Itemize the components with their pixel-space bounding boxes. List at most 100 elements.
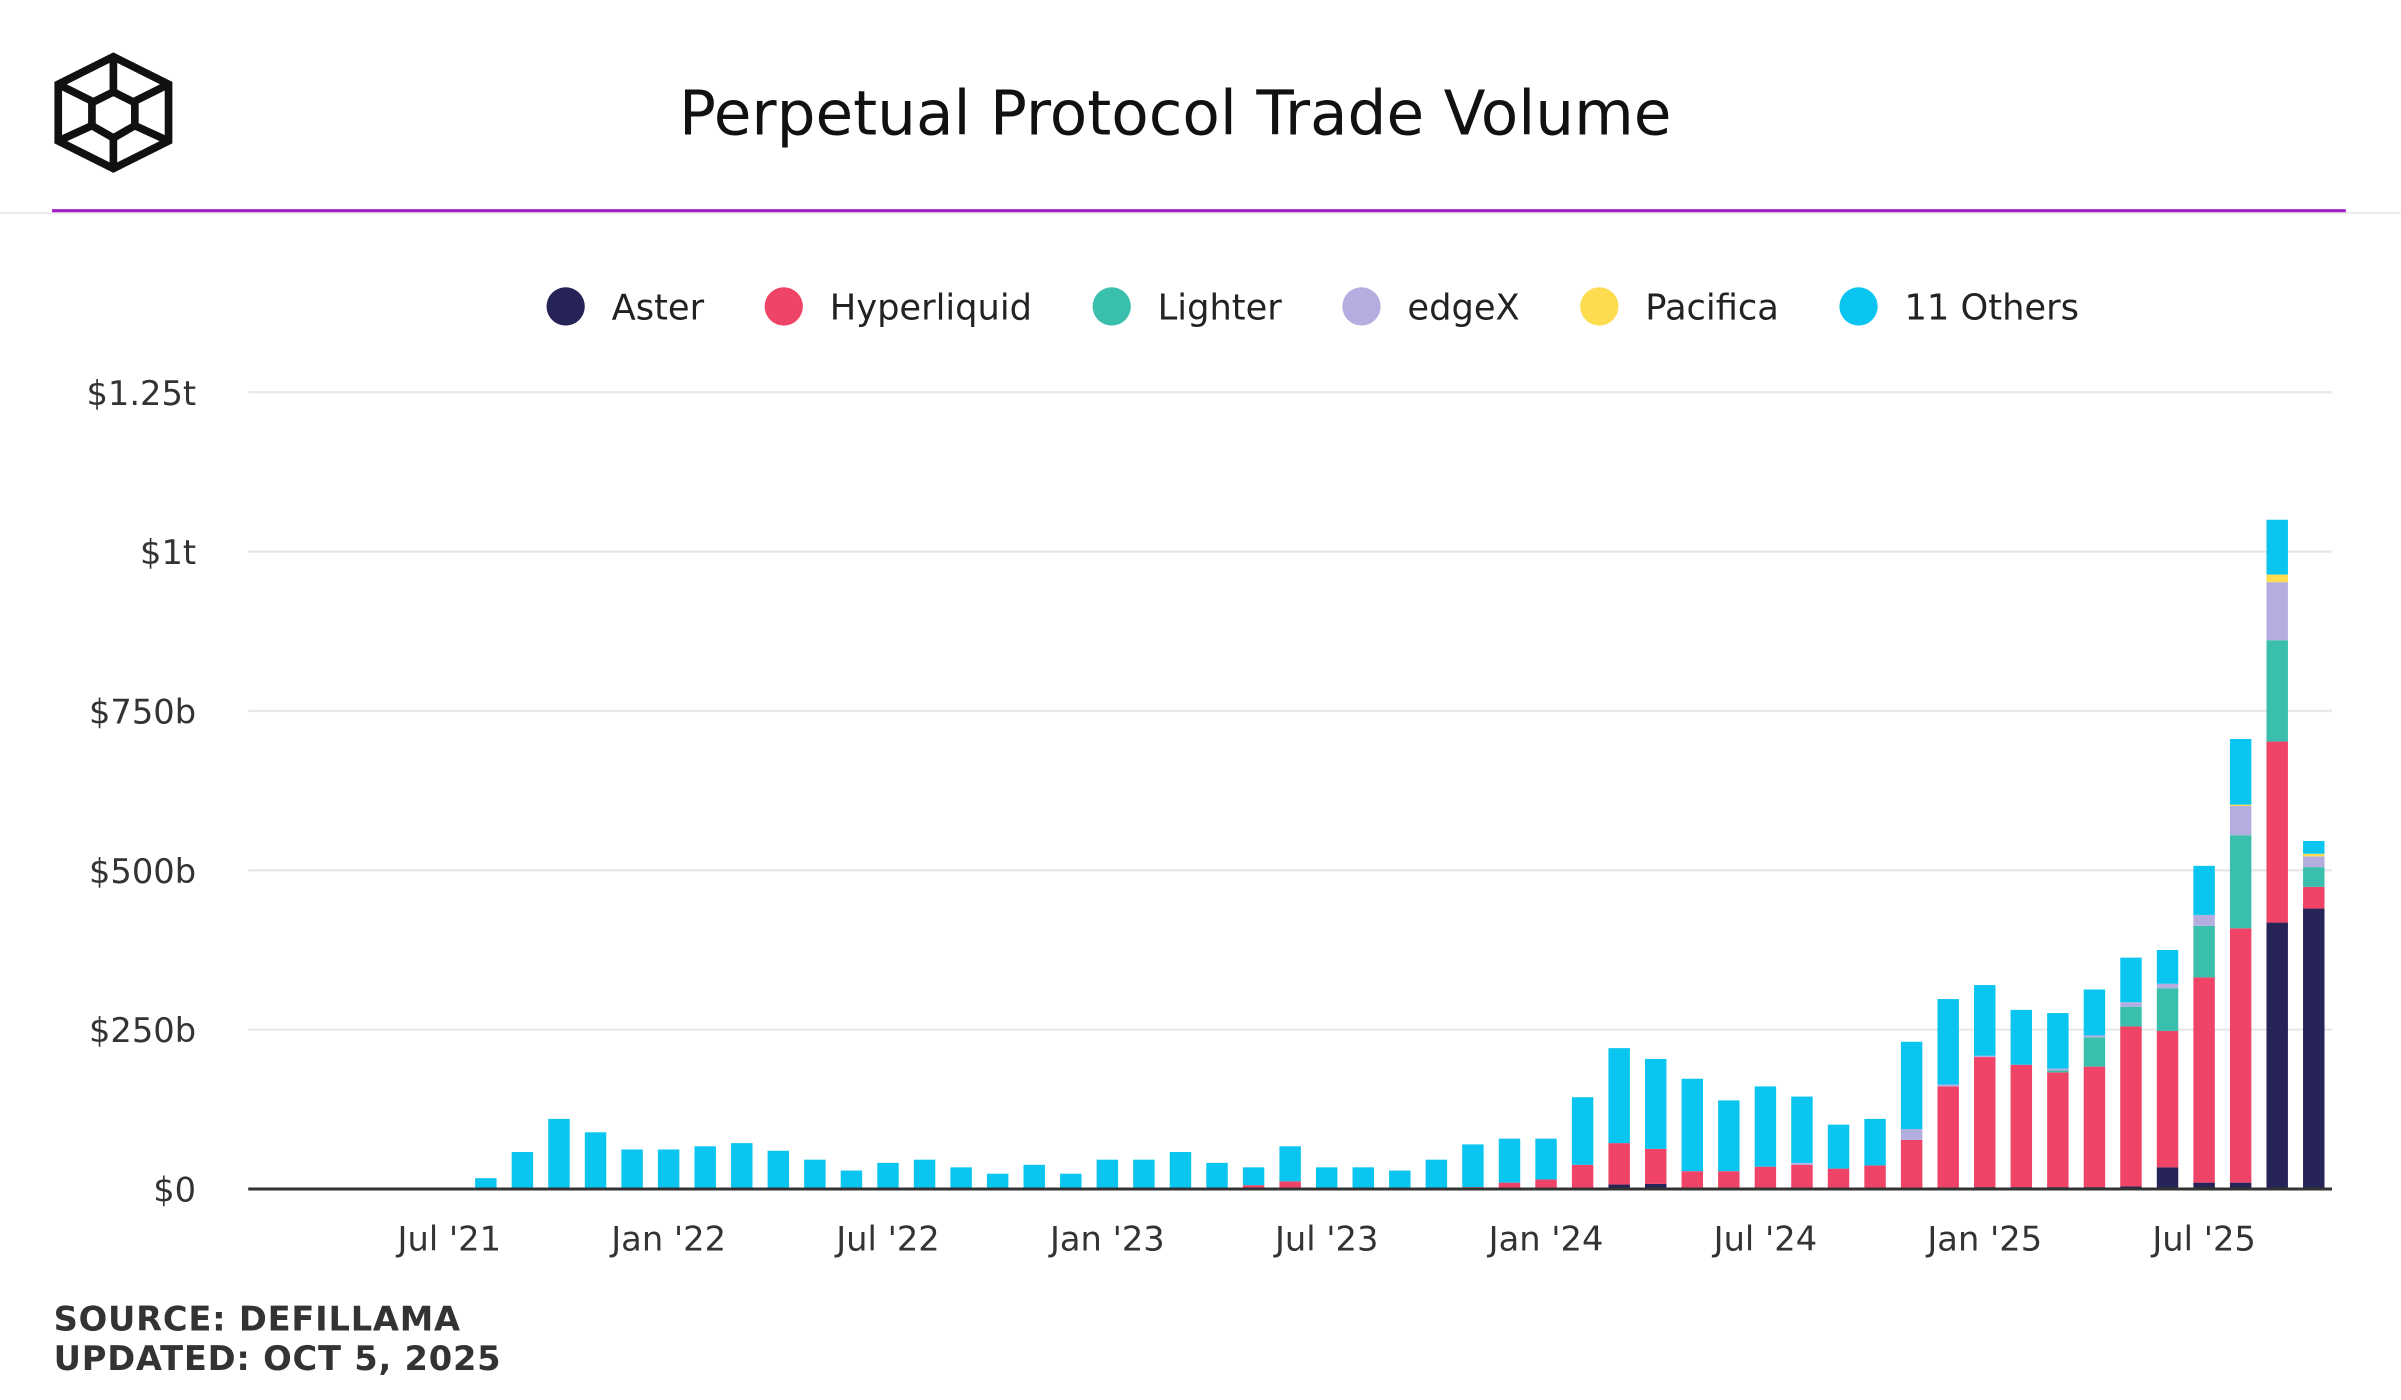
bar-segment [2229,805,2252,836]
legend-swatch [546,287,585,326]
bar-segment [986,1173,1009,1190]
bar-segment [1352,1167,1374,1190]
updated-note: UPDATED: OCT 5, 2025 [54,1339,502,1378]
bar-segment [2193,865,2215,915]
bar-segment [1060,1173,1082,1190]
bar-segment [804,1159,826,1190]
bar-segment [913,1159,936,1190]
bar-segment [2303,856,2325,868]
x-tick-label: Jan '22 [609,1220,726,1259]
bar-segment [1242,1185,1265,1190]
bar-segment [1498,1138,1521,1183]
bar-segment [1900,1129,1923,1140]
bar-segment [1864,1165,1886,1190]
bar-segment [694,1146,716,1190]
x-tick-label: Jan '23 [1048,1220,1165,1259]
bar-segment [2010,1009,2033,1065]
bar-segment [2303,867,2325,887]
bar-segment [2193,914,2215,926]
bar-segment [2156,983,2179,989]
bar-segment [2303,886,2325,909]
bar-segment [840,1170,863,1190]
x-tick-label: Jul '25 [2150,1220,2255,1259]
bar-segment [1791,1164,1813,1190]
bar-segment [621,1149,643,1190]
bar-segment [1937,999,1959,1085]
bar-segment [2047,1013,2069,1069]
bar-segment [1791,1162,1813,1165]
bar-segment [1169,1152,1192,1190]
y-tick-label: $750b [89,693,196,732]
bar-segment [1900,1139,1923,1190]
bar-segment [2193,925,2215,978]
bar-segment [1974,985,1996,1056]
bar-segment [2156,1167,2179,1190]
bar-segment [1279,1146,1301,1182]
bar-segment [2266,582,2288,641]
bar-segment [1864,1118,1886,1166]
bar-segment [1754,1166,1777,1190]
bar-segment [2229,739,2252,805]
bar-segment [2266,640,2288,742]
bar-segment [1791,1096,1813,1163]
bar-segment [1827,1168,1850,1190]
bar-segment [2266,574,2288,583]
bar-segment [475,1178,497,1190]
bar-segment [877,1162,899,1190]
bar-segment [950,1167,972,1190]
bar-segment [1389,1170,1411,1190]
bar-segment [2083,1037,2106,1067]
y-tick-label: $1.25t [86,374,196,413]
bar-segment [2266,741,2288,923]
bar-segment [2083,1035,2106,1038]
legend: Aster Hyperliquid Lighter edgeX Pacifica 11 O… [546,287,2079,329]
bar-segment [2156,949,2179,984]
bar-segment [2120,957,2142,1003]
bar-segment [2120,1026,2142,1187]
bar-segment [1644,1058,1667,1149]
bar-segment [584,1132,607,1190]
bar-segment [2303,840,2325,854]
bar-segment [1937,1084,1959,1087]
bar-segment [2266,519,2288,575]
bars [475,519,2325,1190]
bar-segment [1718,1171,1740,1190]
chart-title: Perpetual Protocol Trade Volume [679,79,1672,150]
bar-segment [2010,1064,2033,1188]
x-tick-label: Jan '24 [1487,1220,1604,1259]
axes: $0 $250b $500b $750b $1t $1.25t Jul '21 Jan '22… [86,374,2333,1259]
bar-segment [1681,1078,1704,1172]
x-tick-label: Jul '23 [1273,1220,1378,1259]
bar-segment [2193,977,2215,1183]
legend-label: Pacifica [1645,288,1779,329]
y-tick-label: $250b [89,1011,196,1050]
bar-segment [1535,1138,1557,1180]
x-tick-label: Jul '24 [1712,1220,1817,1259]
bar-segment [2229,804,2252,806]
legend-label: edgeX [1407,288,1519,329]
bar-segment [2229,1182,2252,1190]
bar-segment [1974,1057,1996,1188]
bar-segment [1279,1181,1301,1190]
bar-segment [1571,1164,1594,1190]
bar-segment [1608,1184,1630,1190]
logo [54,52,173,173]
bar-segment [2156,1030,2179,1168]
bar-segment [657,1149,680,1190]
bar-segment [1754,1086,1777,1167]
bar-segment [2229,835,2252,929]
bar-segment [1608,1048,1630,1144]
source-note: SOURCE: DEFILLAMA [54,1299,461,1338]
bar-segment [1608,1143,1630,1185]
bar-segment [1425,1159,1448,1190]
bar-segment [1827,1124,1850,1169]
x-tick-label: Jan '25 [1925,1220,2042,1259]
bar-segment [2047,1068,2069,1071]
bar-segment [1023,1164,1045,1190]
x-tick-label: Jul '21 [396,1220,501,1259]
bar-segment [1644,1148,1667,1184]
bar-segment [2156,988,2179,1031]
bar-segment [2229,928,2252,1183]
